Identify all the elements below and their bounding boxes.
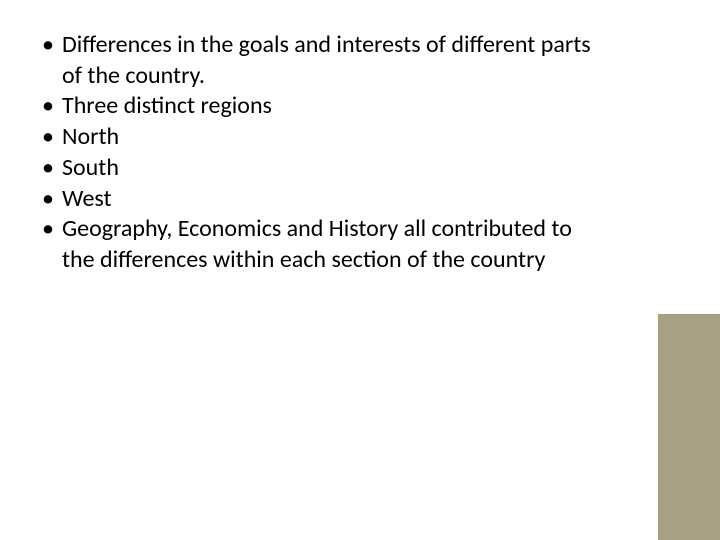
- slide-content: Differences in the goals and interests o…: [42, 30, 602, 276]
- list-item: North: [42, 122, 602, 153]
- list-item: Differences in the goals and interests o…: [42, 30, 602, 91]
- bullet-list: Differences in the goals and interests o…: [42, 30, 602, 276]
- list-item: Geography, Economics and History all con…: [42, 214, 602, 275]
- list-item: West: [42, 184, 602, 215]
- sidebar-accent: [658, 314, 720, 540]
- list-item: South: [42, 153, 602, 184]
- list-item: Three distinct regions: [42, 91, 602, 122]
